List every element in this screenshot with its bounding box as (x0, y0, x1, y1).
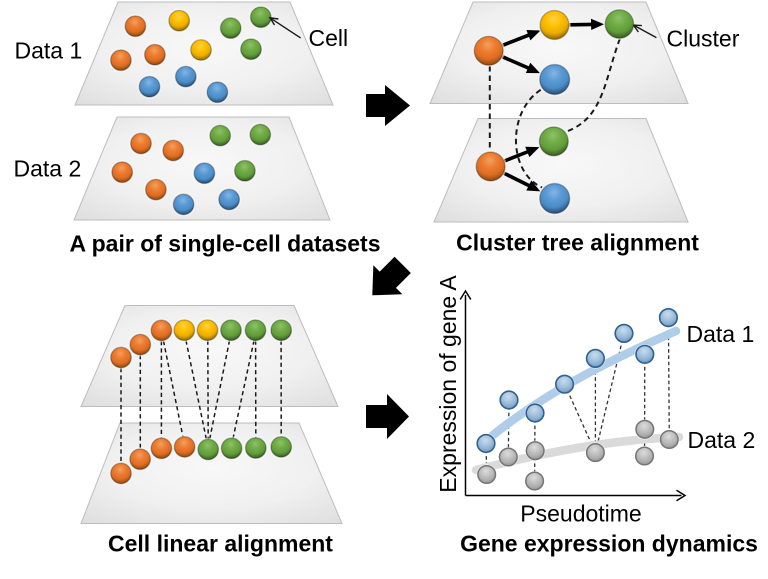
svg-text:Data 1: Data 1 (687, 321, 755, 347)
svg-text:Expression of gene A: Expression of gene A (435, 275, 461, 493)
svg-text:Pseudotime: Pseudotime (520, 501, 641, 527)
svg-text:Data 2: Data 2 (688, 427, 756, 453)
svg-text:Data 2: Data 2 (14, 156, 82, 182)
svg-text:Cell: Cell (309, 25, 349, 51)
svg-text:Cluster: Cluster (667, 26, 740, 52)
svg-text:Cluster tree alignment: Cluster tree alignment (456, 230, 699, 256)
svg-text:A pair of single-cell datasets: A pair of single-cell datasets (69, 231, 380, 257)
svg-text:Cell linear alignment: Cell linear alignment (108, 531, 333, 557)
svg-text:Data 1: Data 1 (15, 38, 83, 64)
svg-text:Gene expression dynamics: Gene expression dynamics (460, 531, 758, 557)
